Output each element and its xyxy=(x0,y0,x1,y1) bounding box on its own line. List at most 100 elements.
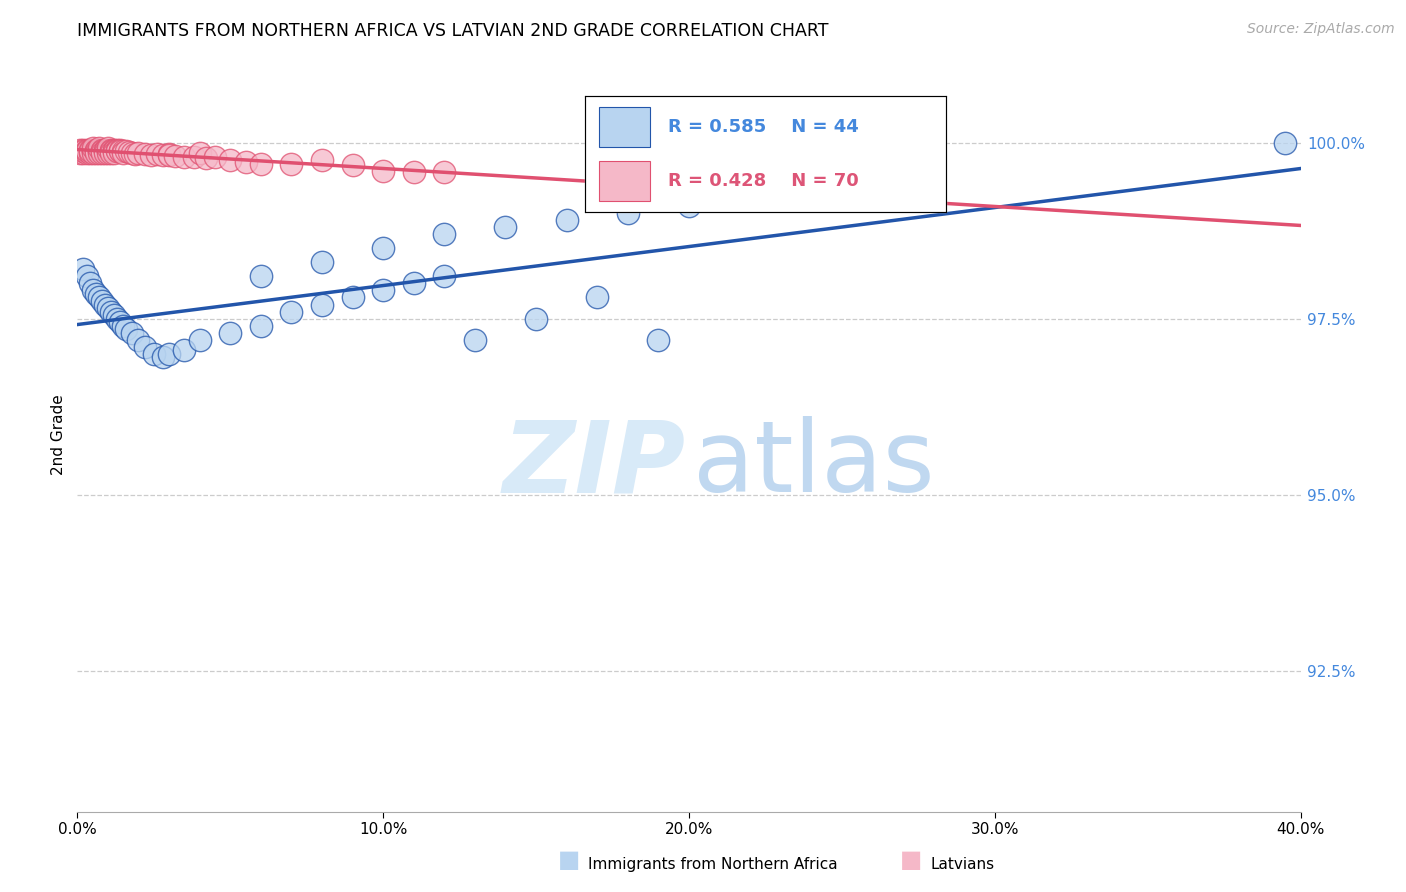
Point xyxy=(94,143,117,157)
Point xyxy=(115,322,138,336)
Point xyxy=(87,146,110,161)
Point xyxy=(371,241,394,255)
Point xyxy=(495,220,517,235)
Point xyxy=(79,146,101,161)
Point xyxy=(97,146,120,161)
Point xyxy=(82,141,104,155)
Point xyxy=(647,333,669,347)
Point xyxy=(84,143,107,157)
Point xyxy=(165,149,187,163)
Point xyxy=(82,144,104,158)
Point xyxy=(105,311,128,326)
Point xyxy=(280,156,302,170)
Point xyxy=(87,291,110,305)
Point xyxy=(69,143,91,157)
Text: IMMIGRANTS FROM NORTHERN AFRICA VS LATVIAN 2ND GRADE CORRELATION CHART: IMMIGRANTS FROM NORTHERN AFRICA VS LATVI… xyxy=(77,22,828,40)
Point xyxy=(112,144,135,158)
Point xyxy=(678,199,700,213)
Point xyxy=(433,227,456,241)
Point xyxy=(342,291,364,305)
Point xyxy=(97,143,120,157)
Point xyxy=(183,150,205,164)
Point xyxy=(97,141,120,155)
Point xyxy=(219,153,242,168)
Point xyxy=(79,277,101,291)
Point xyxy=(94,144,117,158)
Point xyxy=(90,293,112,308)
Point xyxy=(82,146,104,161)
Point xyxy=(76,146,98,161)
Point xyxy=(105,144,128,158)
Point xyxy=(87,141,110,155)
Text: Source: ZipAtlas.com: Source: ZipAtlas.com xyxy=(1247,22,1395,37)
Point xyxy=(76,144,98,158)
Text: ZIP: ZIP xyxy=(502,417,685,514)
Point xyxy=(76,143,98,157)
Point xyxy=(402,277,425,291)
Point xyxy=(235,155,257,169)
Text: ■: ■ xyxy=(900,848,922,872)
Point xyxy=(311,153,333,168)
Point xyxy=(112,318,135,333)
Point xyxy=(72,143,94,157)
Point xyxy=(139,148,162,162)
Point xyxy=(72,262,94,277)
Point xyxy=(433,165,456,179)
Point xyxy=(87,144,110,158)
Point xyxy=(90,144,112,158)
Point xyxy=(76,269,98,284)
Point xyxy=(128,333,150,347)
Point xyxy=(84,146,107,161)
Point xyxy=(134,340,156,354)
Point xyxy=(464,333,486,347)
Point xyxy=(84,287,107,301)
Point xyxy=(134,147,156,161)
Y-axis label: 2nd Grade: 2nd Grade xyxy=(51,394,66,475)
Point xyxy=(115,144,138,158)
Point xyxy=(371,284,394,298)
Point xyxy=(219,326,242,340)
Point xyxy=(157,347,180,361)
Point xyxy=(342,158,364,172)
Point xyxy=(280,304,302,318)
Point xyxy=(90,143,112,157)
Point xyxy=(250,156,273,170)
Point xyxy=(90,146,112,161)
Point xyxy=(103,143,125,157)
Point xyxy=(250,318,273,333)
Point xyxy=(1274,136,1296,150)
Point xyxy=(433,269,456,284)
Point xyxy=(105,143,128,157)
Text: atlas: atlas xyxy=(693,417,934,514)
Point xyxy=(524,311,547,326)
Point xyxy=(72,146,94,161)
Point xyxy=(97,144,120,158)
Text: Latvians: Latvians xyxy=(931,857,995,872)
Point xyxy=(128,146,150,161)
Point xyxy=(173,343,195,358)
Point xyxy=(94,146,117,161)
Point xyxy=(250,269,273,284)
Point xyxy=(152,148,174,162)
Point xyxy=(311,297,333,311)
Point xyxy=(100,144,122,158)
Point xyxy=(617,206,640,220)
Point xyxy=(311,255,333,269)
Point xyxy=(118,145,141,160)
Point xyxy=(142,347,165,361)
Point xyxy=(94,297,117,311)
Point xyxy=(188,146,211,161)
Point xyxy=(555,213,578,227)
Point xyxy=(87,143,110,157)
Point xyxy=(121,326,143,340)
Point xyxy=(194,151,217,165)
Point xyxy=(146,147,169,161)
Point xyxy=(103,146,125,161)
Point xyxy=(108,144,131,158)
Text: Immigrants from Northern Africa: Immigrants from Northern Africa xyxy=(588,857,838,872)
Point xyxy=(112,146,135,161)
Point xyxy=(402,165,425,179)
Point xyxy=(100,143,122,157)
Point xyxy=(173,150,195,164)
Point xyxy=(79,144,101,158)
